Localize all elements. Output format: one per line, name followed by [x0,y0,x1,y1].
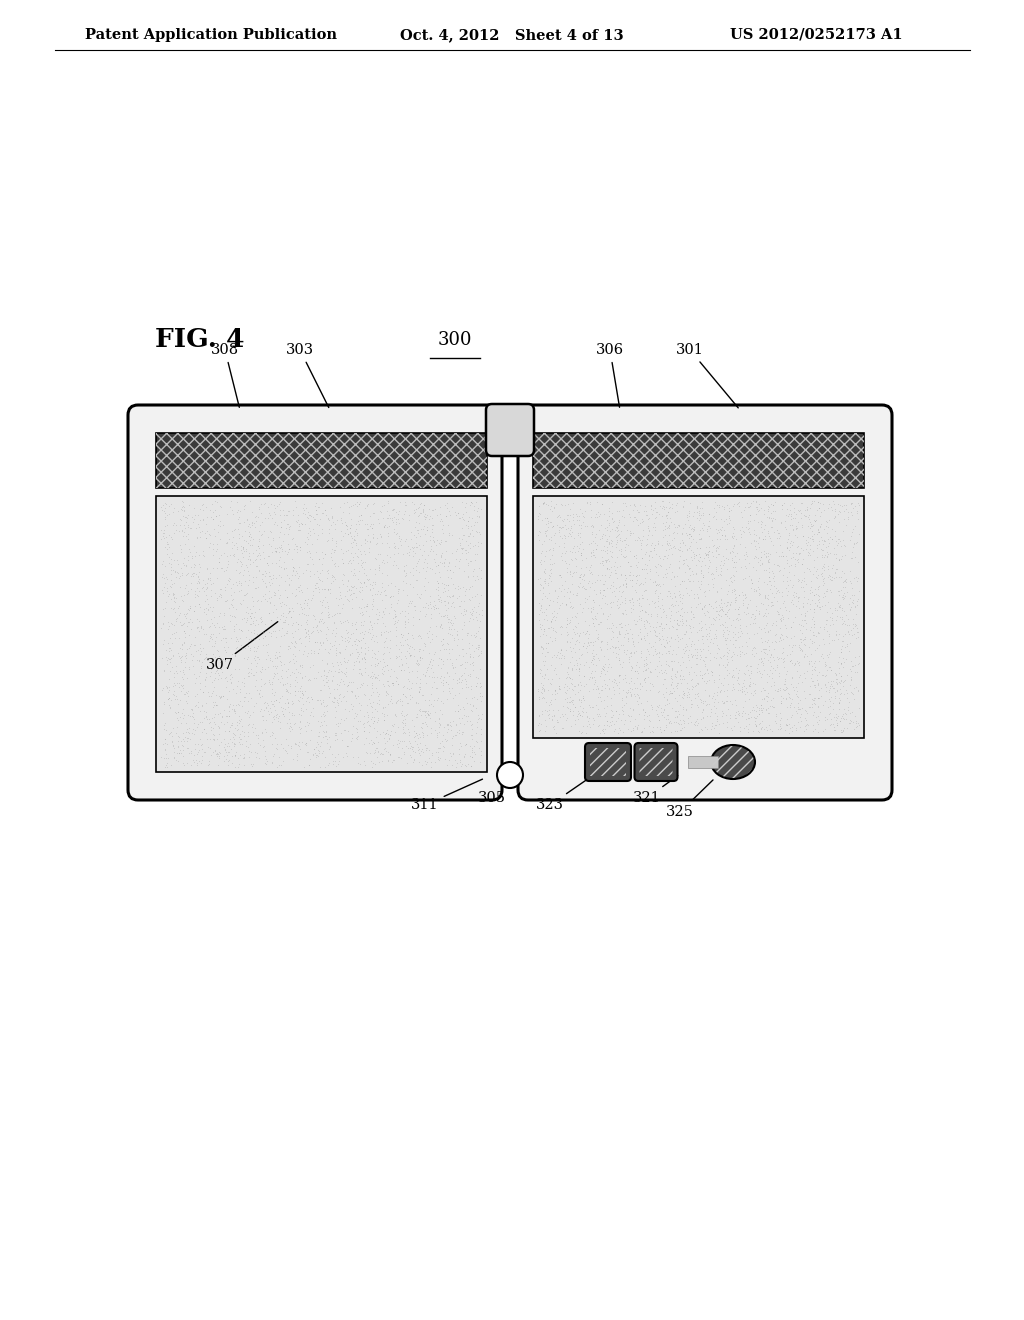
Text: 303: 303 [286,343,329,408]
FancyBboxPatch shape [585,743,631,781]
Text: 325: 325 [666,780,713,818]
Text: 306: 306 [596,343,624,408]
Bar [156,433,487,488]
Bar [688,756,718,768]
Text: 311: 311 [412,779,482,812]
Bar [534,496,864,738]
Text: 321: 321 [633,776,678,805]
Text: Patent Application Publication: Patent Application Publication [85,28,337,42]
Text: 301: 301 [676,343,738,408]
FancyBboxPatch shape [486,404,534,455]
Text: 323: 323 [536,776,593,812]
Text: 307: 307 [206,622,278,672]
FancyBboxPatch shape [128,405,502,800]
Bar [534,433,864,488]
Text: 308: 308 [211,343,240,408]
Circle shape [497,762,523,788]
Bar [156,433,487,488]
Bar [534,433,864,488]
Bar [156,496,487,772]
Text: FIG. 4: FIG. 4 [155,327,245,352]
FancyBboxPatch shape [518,405,892,800]
Text: 300: 300 [437,331,472,348]
FancyBboxPatch shape [635,743,678,781]
Text: 305: 305 [478,774,516,805]
Ellipse shape [711,744,755,779]
Text: Oct. 4, 2012   Sheet 4 of 13: Oct. 4, 2012 Sheet 4 of 13 [400,28,624,42]
Text: US 2012/0252173 A1: US 2012/0252173 A1 [730,28,902,42]
